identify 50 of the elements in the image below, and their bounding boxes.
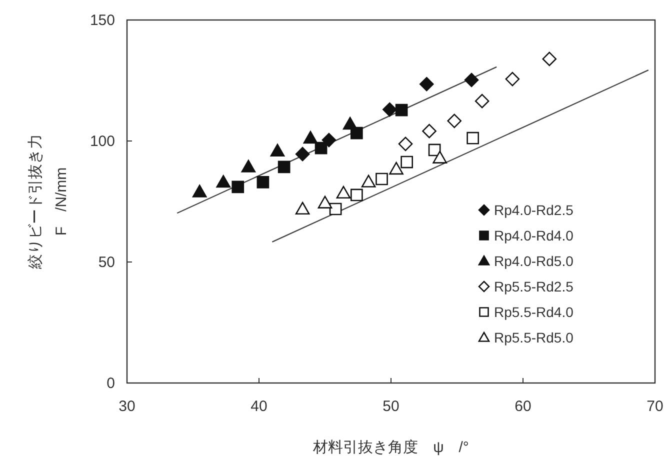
- point: [376, 172, 388, 186]
- legend-label: Rp4.0-Rd5.0: [494, 253, 574, 269]
- point: [382, 102, 397, 117]
- x-tick-label: 50: [382, 398, 400, 415]
- point: [398, 136, 413, 152]
- y-axis-title: 絞りビード引抜き力 F /N/mm: [27, 134, 70, 270]
- point: [256, 176, 270, 188]
- y-tick-label: 50: [98, 254, 115, 271]
- point: [505, 72, 520, 86]
- point: [400, 156, 414, 168]
- point: [342, 116, 358, 130]
- y-tick-label: 100: [90, 133, 115, 150]
- x-tick-label: 30: [118, 398, 136, 415]
- point: [192, 184, 207, 198]
- point: [241, 160, 256, 172]
- point: [278, 160, 290, 174]
- point: [542, 52, 557, 66]
- point: [350, 188, 363, 202]
- point: [318, 196, 332, 208]
- point: [303, 130, 318, 144]
- point: [314, 142, 328, 154]
- point: [395, 104, 408, 116]
- legend-label: Rp5.5-Rd4.0: [494, 304, 574, 320]
- x-tick-label: 60: [514, 398, 532, 415]
- point: [336, 186, 351, 199]
- point: [322, 132, 336, 148]
- point: [422, 124, 436, 138]
- point: [216, 174, 231, 188]
- legend-label: Rp5.5-Rd5.0: [494, 330, 574, 346]
- y-tick-label: 0: [106, 375, 115, 392]
- x-axis-title: 材料引抜き角度 ψ /°: [312, 439, 469, 456]
- legend-label: Rp4.0-Rd4.0: [494, 228, 574, 244]
- point: [270, 144, 285, 156]
- y-tick-label: 150: [90, 12, 115, 29]
- point: [232, 180, 244, 194]
- point: [389, 162, 404, 175]
- point: [447, 114, 462, 128]
- point: [329, 202, 342, 216]
- point: [361, 174, 376, 188]
- point: [295, 146, 310, 162]
- point: [464, 72, 479, 88]
- x-tick-label: 40: [250, 398, 268, 415]
- x-tick-label: 70: [646, 398, 664, 415]
- point: [295, 202, 310, 215]
- legend-label: Rp4.0-Rd2.5: [494, 202, 574, 218]
- point: [466, 132, 480, 144]
- point: [432, 150, 447, 164]
- point: [474, 94, 490, 108]
- legend-label: Rp5.5-Rd2.5: [494, 278, 574, 294]
- point: [419, 76, 434, 92]
